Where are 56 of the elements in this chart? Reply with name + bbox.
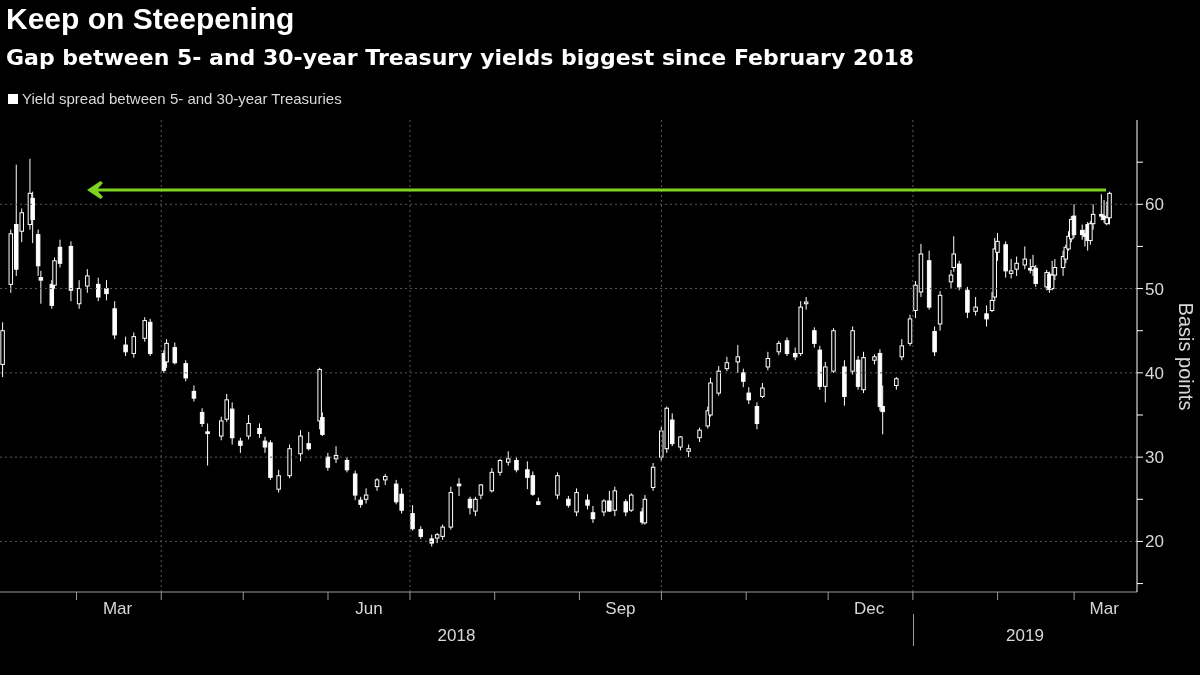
candlestick xyxy=(555,471,560,500)
candlestick xyxy=(352,470,358,501)
text: 2018 xyxy=(436,626,477,646)
candlestick xyxy=(1022,245,1028,270)
text: 2019 xyxy=(1005,626,1045,646)
candlestick xyxy=(574,487,579,517)
candlestick xyxy=(306,431,311,451)
candlestick xyxy=(104,279,109,301)
candlestick xyxy=(489,467,495,494)
candlestick xyxy=(735,344,741,374)
candlestick xyxy=(456,477,462,497)
y-tick-label: 30 xyxy=(1145,448,1164,468)
candlestick xyxy=(1099,193,1104,221)
candlestick xyxy=(410,504,415,531)
candlestick xyxy=(965,286,970,319)
candlestick xyxy=(812,326,817,349)
candlestick xyxy=(984,304,989,327)
candlestick xyxy=(298,429,303,462)
candlestick xyxy=(741,368,746,388)
candlestick xyxy=(219,416,224,441)
y-axis-title: Basis points xyxy=(1173,301,1197,413)
candlestick xyxy=(754,401,760,430)
candlestick xyxy=(199,407,205,428)
legend-label: Yield spread between 5- and 30-year Treasuries xyxy=(22,90,342,107)
candlestick xyxy=(96,277,101,302)
candlestick xyxy=(131,331,137,359)
x-tick-label: Dec xyxy=(854,599,885,618)
candlestick xyxy=(85,268,90,294)
candlestick xyxy=(191,385,197,403)
candlestick xyxy=(76,279,82,310)
x-tick-label: Mar xyxy=(1089,599,1120,618)
candlestick xyxy=(246,414,251,440)
x-tick-label: Jun xyxy=(355,599,383,618)
candlestick xyxy=(123,336,128,357)
x-tick-label: Mar xyxy=(102,599,133,618)
x-tick-label: Sep xyxy=(605,599,636,618)
y-tick-label: 60 xyxy=(1145,195,1164,215)
candlestick xyxy=(276,469,281,494)
candlestick xyxy=(590,505,596,524)
candlestick xyxy=(172,342,178,365)
y-tick-label: 50 xyxy=(1145,279,1164,299)
candlestick xyxy=(932,326,937,357)
candlestick xyxy=(724,356,730,372)
y-tick-label: 40 xyxy=(1145,363,1164,383)
candlestick xyxy=(765,351,771,371)
candlestick xyxy=(716,365,721,397)
candlestick xyxy=(899,338,905,361)
candlestick xyxy=(1014,256,1019,277)
candlestick xyxy=(164,338,169,369)
chart-subtitle: Gap between 5- and 30-year Treasury yields biggest since February 2018 xyxy=(6,45,915,70)
candlestick xyxy=(784,336,790,357)
candlestick xyxy=(973,296,978,317)
candlestick xyxy=(205,422,210,467)
y-tick-label: 20 xyxy=(1145,532,1164,552)
candlestick xyxy=(803,296,809,311)
chart-title: Keep on Steepening xyxy=(6,2,295,36)
